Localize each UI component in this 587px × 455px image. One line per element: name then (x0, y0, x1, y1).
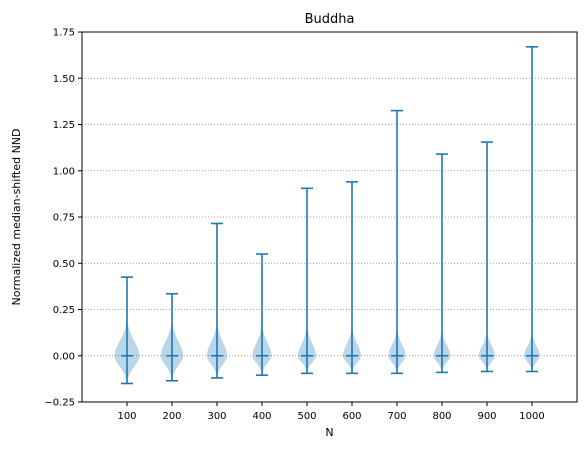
x-tick-label: 500 (297, 411, 316, 422)
x-axis-label: N (325, 426, 333, 439)
violins (114, 45, 540, 385)
x-tick-label: 700 (387, 411, 406, 422)
y-tick-label: 1.50 (53, 74, 75, 85)
y-axis-label: Normalized median-shifted NND (10, 128, 23, 305)
y-tick-label: 0.50 (53, 259, 75, 270)
x-tick-label: 800 (432, 411, 451, 422)
y-tick-label: −0.25 (44, 398, 75, 409)
y-tick-label: 1.25 (53, 120, 75, 131)
x-tick-label: 400 (252, 411, 271, 422)
chart-title: Buddha (305, 12, 355, 27)
x-tick-label: 300 (207, 411, 226, 422)
x-axis-ticks: 100 200 300 400 500 600 700 800 900 1000 (117, 402, 545, 422)
y-tick-label: 1.00 (53, 166, 75, 177)
y-tick-label: 1.75 (53, 28, 75, 39)
y-axis-ticks: −0.25 0.00 0.25 0.50 0.75 1.00 1.25 1.50 1.75 (44, 28, 82, 409)
x-tick-label: 200 (162, 411, 181, 422)
y-tick-label: 0.25 (53, 305, 75, 316)
y-tick-label: 0.75 (53, 213, 75, 224)
x-tick-label: 600 (342, 411, 361, 422)
x-tick-label: 900 (477, 411, 496, 422)
x-tick-label: 100 (117, 411, 136, 422)
y-tick-label: 0.00 (53, 351, 75, 362)
grid-lines (82, 77, 577, 357)
x-tick-label: 1000 (519, 411, 544, 422)
